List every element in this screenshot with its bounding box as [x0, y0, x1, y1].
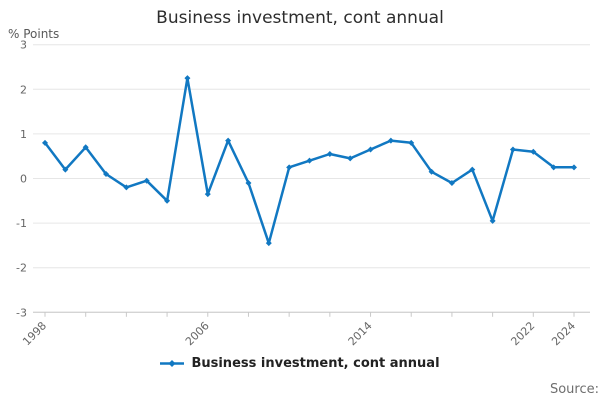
x-tick-label: 2006 — [183, 319, 212, 348]
data-point-marker[interactable] — [62, 166, 69, 173]
y-tick-label: -1 — [16, 217, 27, 230]
source-label: Source: — [549, 382, 599, 397]
data-point-marker[interactable] — [326, 150, 333, 157]
data-point-marker[interactable] — [103, 171, 110, 178]
data-point-marker[interactable] — [306, 157, 313, 164]
data-point-marker[interactable] — [550, 164, 557, 171]
y-tick-label: 3 — [20, 39, 27, 52]
y-tick-label: 1 — [20, 128, 27, 141]
legend-label: Business investment, cont annual — [191, 356, 440, 371]
data-point-marker[interactable] — [530, 148, 537, 155]
data-point-marker[interactable] — [42, 139, 48, 146]
chart-title: Business investment, cont annual — [156, 8, 444, 28]
data-point-marker[interactable] — [225, 137, 232, 144]
y-tick-label: -2 — [16, 262, 27, 275]
data-point-marker[interactable] — [143, 177, 150, 184]
data-point-marker[interactable] — [164, 197, 171, 204]
legend-item[interactable]: Business investment, cont annual — [0, 356, 600, 371]
legend-line-marker-icon — [160, 360, 185, 367]
data-point-marker[interactable] — [509, 146, 516, 153]
x-tick-label: 2022 — [508, 319, 537, 348]
data-point-marker[interactable] — [448, 179, 455, 186]
data-point-marker[interactable] — [347, 155, 354, 162]
data-point-marker[interactable] — [204, 191, 211, 198]
data-point-marker[interactable] — [469, 166, 476, 173]
x-tick-label: 1998 — [20, 319, 49, 348]
data-point-marker[interactable] — [571, 164, 577, 171]
y-tick-label: 2 — [20, 83, 27, 96]
x-tick-label: 2024 — [549, 319, 578, 348]
x-tick-label: 2014 — [346, 319, 375, 348]
data-point-marker[interactable] — [489, 217, 496, 224]
y-tick-label: -3 — [16, 306, 27, 319]
data-point-marker[interactable] — [265, 240, 272, 247]
data-point-marker[interactable] — [184, 75, 191, 82]
data-point-marker[interactable] — [286, 164, 293, 171]
data-point-marker[interactable] — [367, 146, 374, 153]
data-point-marker[interactable] — [428, 168, 435, 175]
data-point-marker[interactable] — [123, 184, 130, 191]
y-axis-unit-label: % Points — [8, 27, 60, 41]
data-point-marker[interactable] — [82, 144, 89, 151]
data-point-marker[interactable] — [245, 179, 252, 186]
data-point-marker[interactable] — [408, 139, 415, 146]
y-tick-label: 0 — [20, 173, 27, 186]
data-point-marker[interactable] — [387, 137, 394, 144]
